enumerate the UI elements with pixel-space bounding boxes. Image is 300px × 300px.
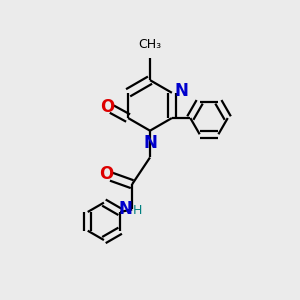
- Text: N: N: [175, 82, 189, 100]
- Text: O: O: [100, 165, 114, 183]
- Text: N: N: [119, 200, 133, 218]
- Text: CH₃: CH₃: [138, 38, 162, 51]
- Text: N: N: [143, 134, 157, 152]
- Text: O: O: [100, 98, 114, 116]
- Text: H: H: [133, 204, 142, 218]
